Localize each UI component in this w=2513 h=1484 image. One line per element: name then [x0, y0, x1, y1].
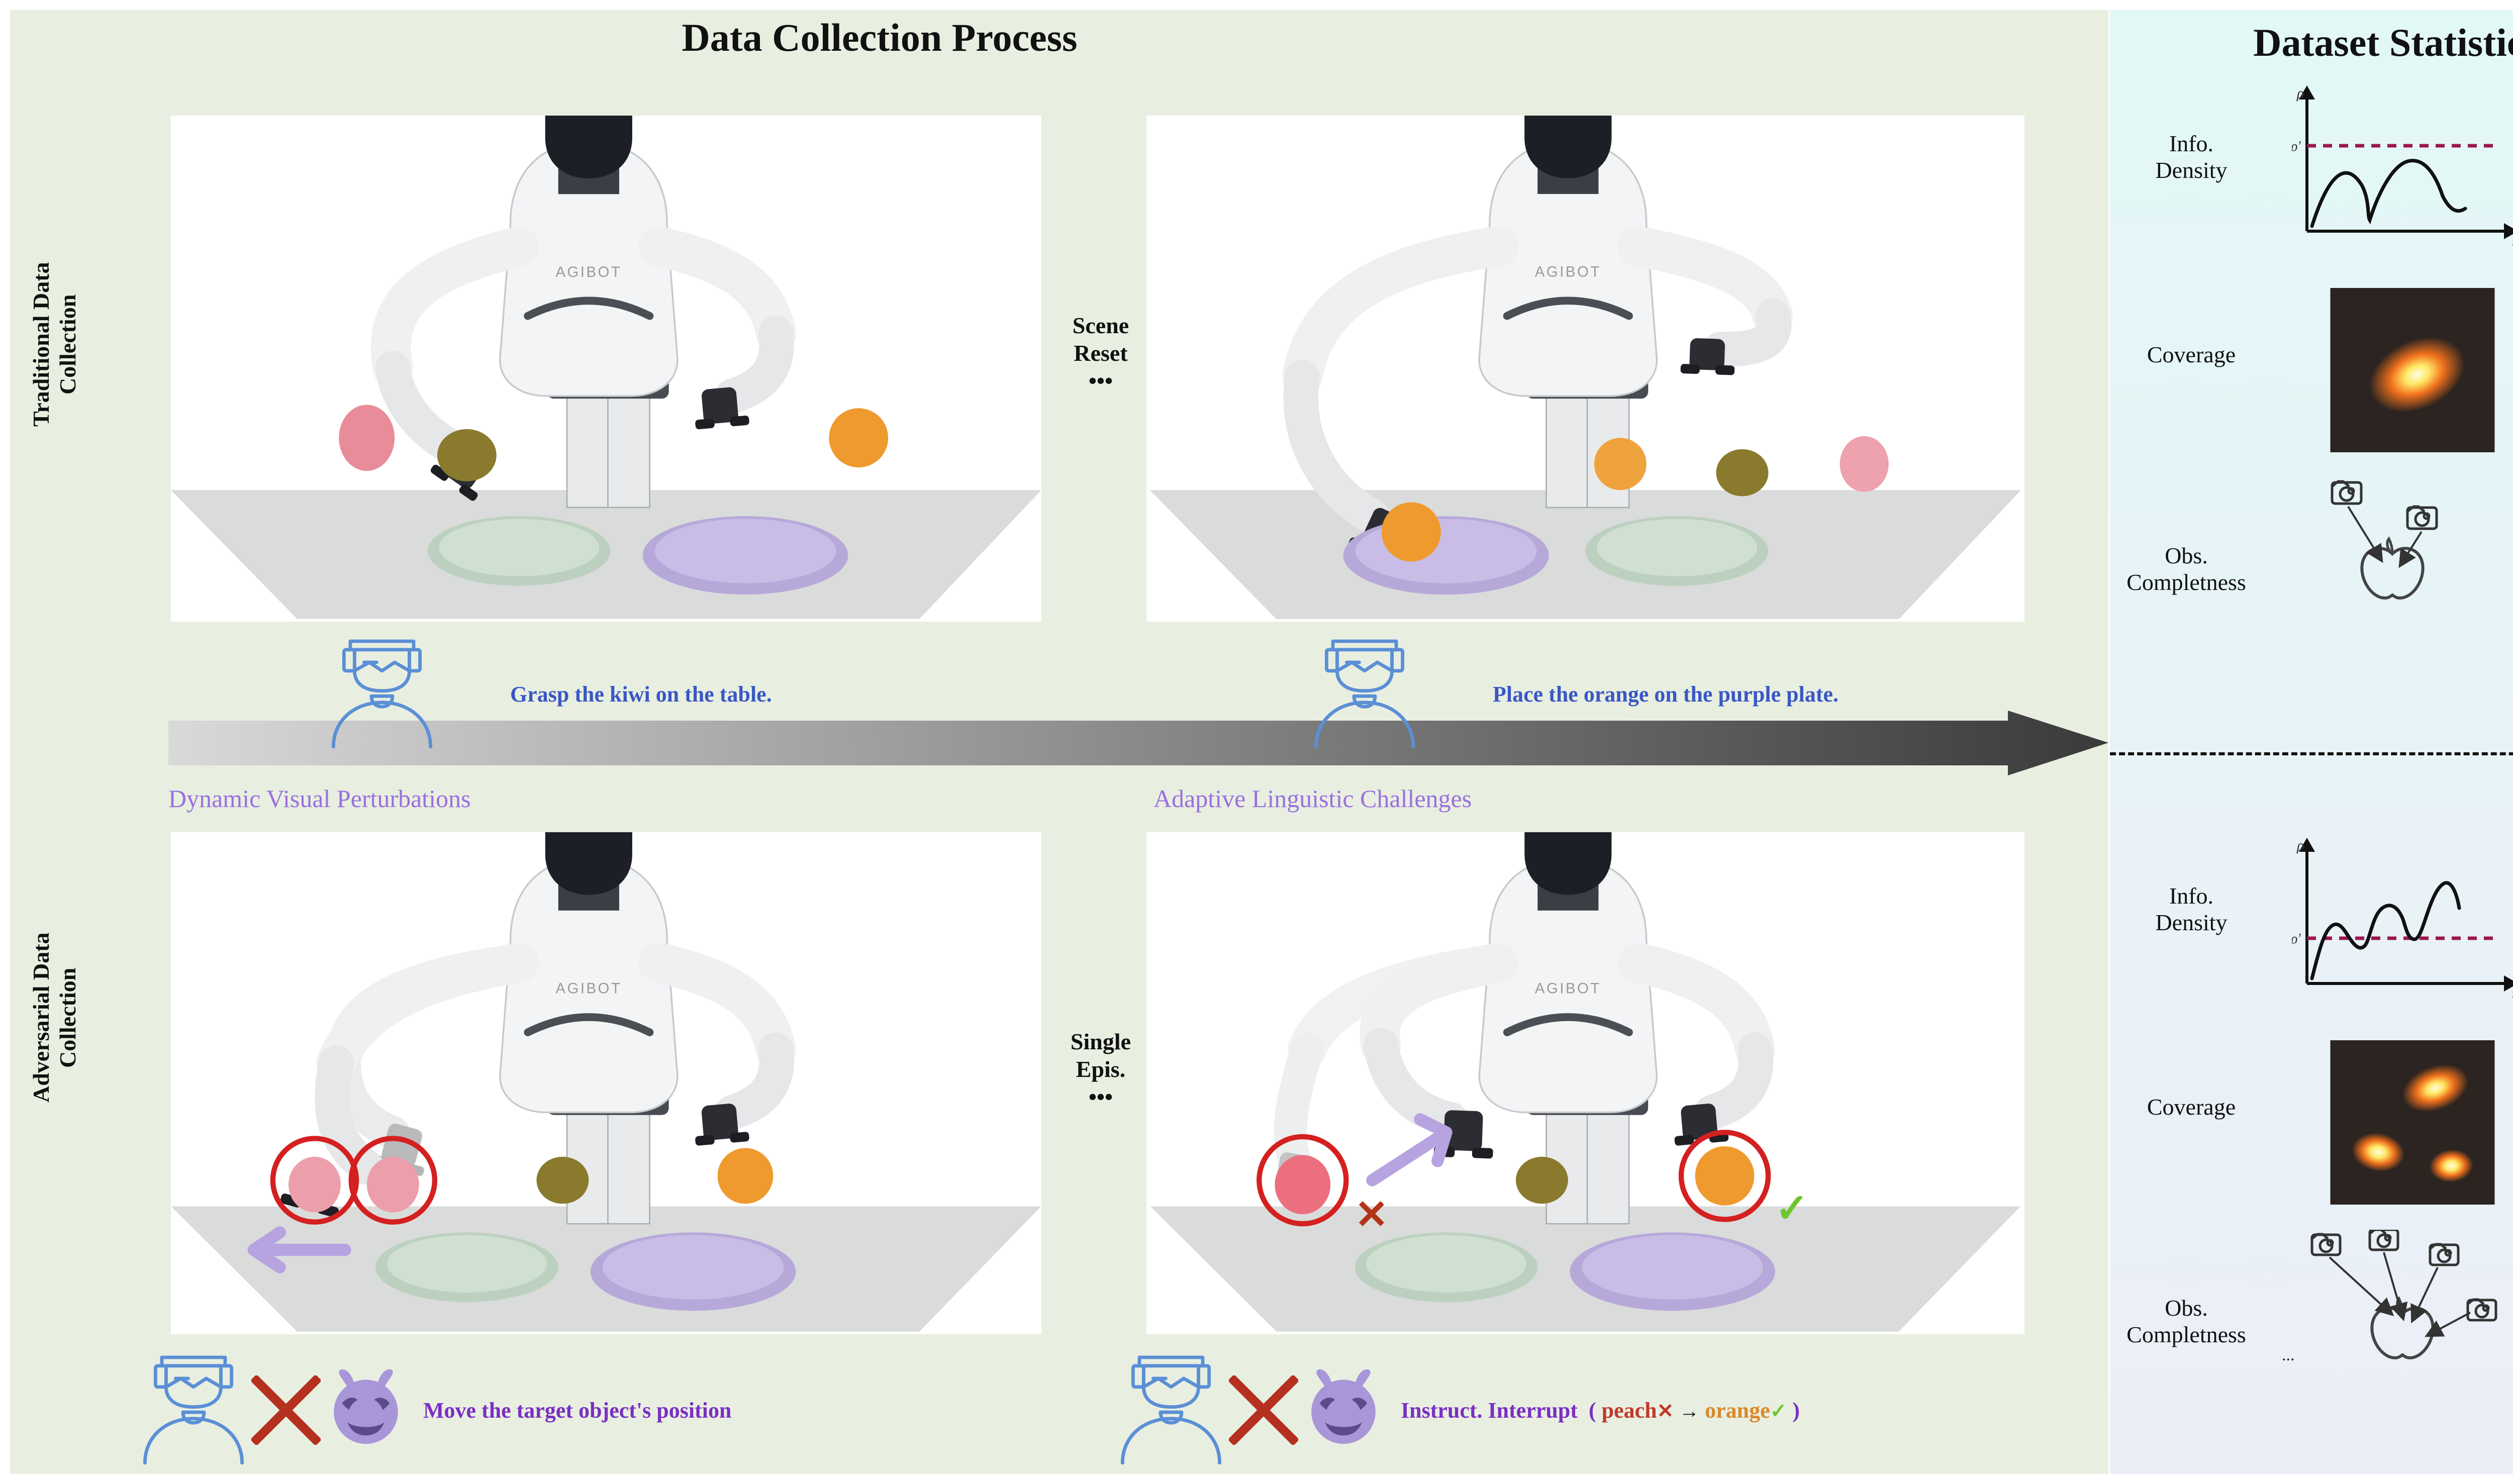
svg-text:...: ... [2282, 1346, 2295, 1364]
svg-text:AGIBOT: AGIBOT [555, 264, 622, 280]
svg-text:AGIBOT: AGIBOT [1535, 980, 1601, 997]
svg-text:ρ': ρ' [2292, 931, 2301, 947]
svg-text:✕: ✕ [1355, 1192, 1389, 1237]
svg-text:AGIBOT: AGIBOT [1535, 264, 1601, 280]
svg-text:ρ: ρ [2296, 837, 2304, 854]
svg-text:ρ': ρ' [2292, 139, 2301, 154]
svg-text:ρ: ρ [2296, 85, 2304, 102]
svg-text:✓: ✓ [1775, 1186, 1809, 1231]
svg-text:AGIBOT: AGIBOT [555, 980, 622, 997]
